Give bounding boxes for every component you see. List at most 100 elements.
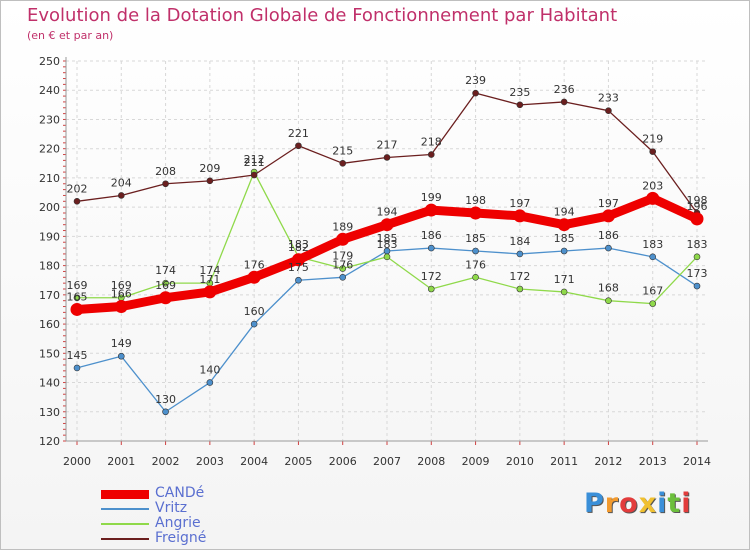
chart-title: Evolution de la Dotation Globale de Fonc… — [27, 5, 618, 26]
x-tick-label: 2006 — [329, 455, 357, 468]
data-point — [605, 107, 612, 114]
data-label: 212 — [244, 153, 265, 166]
y-tick-label: 220 — [39, 143, 60, 156]
data-point — [649, 148, 657, 155]
series-vritz — [73, 244, 701, 416]
data-label: 209 — [199, 162, 220, 175]
logo-letter: i — [681, 488, 692, 519]
data-point — [605, 244, 612, 252]
data-label: 166 — [111, 288, 132, 301]
data-label: 169 — [111, 279, 132, 292]
x-tick-label: 2000 — [63, 455, 91, 468]
series-candé — [70, 191, 704, 316]
data-point — [560, 288, 568, 296]
y-tick-label: 180 — [39, 260, 60, 273]
data-label: 203 — [642, 179, 663, 192]
chart-subtitle: (en € et par an) — [27, 29, 114, 42]
data-point — [427, 244, 435, 252]
data-label: 233 — [598, 92, 619, 105]
legend-label: Vritz — [155, 500, 188, 516]
x-tick-label: 2012 — [594, 455, 622, 468]
data-label: 218 — [421, 136, 442, 149]
data-point — [70, 302, 84, 316]
legend-label: Angrie — [155, 515, 201, 531]
data-label: 217 — [377, 138, 398, 151]
data-label: 189 — [332, 220, 353, 233]
x-tick-label: 2002 — [152, 455, 180, 468]
data-label: 169 — [67, 279, 88, 292]
data-point — [117, 192, 125, 199]
y-tick-label: 210 — [39, 172, 60, 185]
logo-letter: r — [604, 488, 620, 519]
data-label: 168 — [598, 282, 619, 295]
data-label: 221 — [288, 127, 309, 140]
x-tick-label: 2009 — [462, 455, 490, 468]
data-point — [159, 291, 173, 305]
data-point — [162, 180, 169, 188]
data-label: 196 — [687, 200, 708, 213]
data-label: 183 — [288, 238, 309, 251]
data-point — [649, 300, 657, 307]
x-tick-label: 2013 — [639, 455, 667, 468]
data-point — [557, 218, 571, 232]
data-label: 219 — [642, 133, 663, 146]
logo-letter: P — [584, 488, 605, 519]
data-point — [295, 276, 302, 284]
data-point — [516, 101, 524, 109]
y-tick-label: 240 — [39, 84, 60, 97]
data-point — [339, 274, 347, 281]
data-label: 197 — [509, 197, 530, 210]
data-point — [73, 364, 81, 372]
data-label: 183 — [642, 238, 663, 251]
data-label: 167 — [642, 285, 663, 298]
y-tick-label: 150 — [39, 347, 60, 360]
series-angrie — [73, 168, 701, 307]
data-point — [472, 89, 479, 97]
legend-label: CANDé — [155, 485, 205, 501]
y-tick-label: 250 — [39, 55, 60, 68]
data-point — [247, 270, 261, 284]
data-label: 165 — [67, 290, 88, 303]
data-label: 174 — [155, 264, 176, 277]
data-point — [646, 191, 660, 205]
data-label: 184 — [509, 235, 530, 248]
axes: 120 130 140 150 160 170 180 190 200 210 220 230 240 2… — [39, 55, 711, 468]
data-point — [693, 282, 701, 290]
data-label: 183 — [687, 238, 708, 251]
data-point — [605, 297, 612, 304]
y-tick-label: 190 — [39, 230, 60, 243]
data-label: 169 — [155, 279, 176, 292]
data-label: 171 — [199, 273, 220, 286]
data-label: 175 — [288, 261, 309, 274]
y-tick-label: 170 — [39, 289, 60, 302]
x-tick-label: 2008 — [417, 455, 445, 468]
data-label: 174 — [199, 264, 220, 277]
data-point — [560, 98, 568, 106]
data-point — [250, 320, 258, 328]
data-point — [291, 253, 305, 267]
y-tick-label: 200 — [39, 201, 60, 214]
data-point — [339, 160, 347, 167]
legend-swatch — [101, 489, 149, 499]
data-point — [114, 300, 128, 314]
logo-letter: x — [638, 488, 658, 519]
data-label: 235 — [509, 86, 530, 99]
data-label: 176 — [244, 258, 265, 271]
data-point — [73, 294, 81, 302]
grid — [66, 60, 708, 442]
series-freigné — [73, 89, 701, 217]
data-label: 198 — [465, 194, 486, 207]
data-point — [339, 265, 347, 272]
data-point — [206, 177, 214, 185]
data-point — [117, 352, 125, 360]
data-point — [206, 379, 214, 386]
data-point — [427, 285, 435, 293]
legend-swatch — [101, 538, 149, 540]
data-label: 197 — [598, 197, 619, 210]
data-label: 215 — [332, 144, 353, 157]
data-label: 239 — [465, 74, 486, 87]
data-point — [383, 253, 391, 261]
data-point — [424, 203, 438, 217]
